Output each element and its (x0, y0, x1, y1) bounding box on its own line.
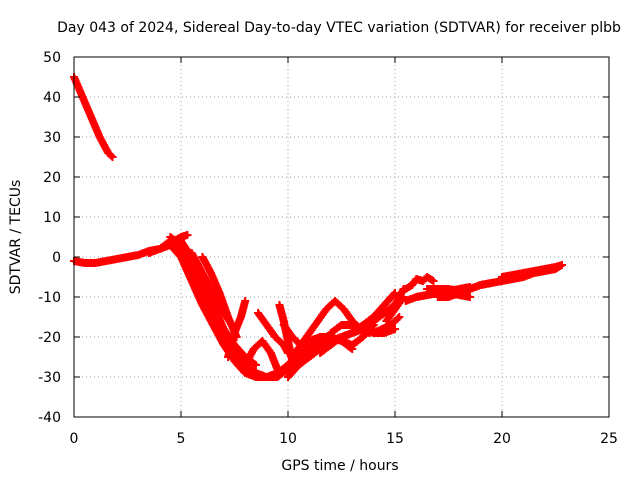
data-point (393, 314, 402, 323)
x-tick-label: 15 (386, 431, 404, 447)
data-series-arc-13 (288, 297, 374, 361)
x-tick-label: 5 (177, 431, 186, 447)
y-axis-label: SDTVAR / TECUs (8, 180, 24, 295)
data-point (465, 293, 474, 301)
y-tick-label: -30 (38, 370, 61, 386)
points-layer (70, 73, 566, 381)
data-series-early-descent (70, 73, 117, 161)
data-series-arc-7 (224, 297, 250, 361)
y-tick-label: 30 (43, 130, 61, 146)
data-point (108, 153, 117, 161)
data-point (107, 151, 116, 160)
data-point (395, 313, 404, 321)
data-point (391, 325, 399, 333)
y-tick-label: 40 (43, 90, 61, 106)
data-series-arc-17 (369, 313, 404, 337)
y-tick-label: -40 (38, 410, 61, 426)
x-tick-label: 20 (493, 431, 511, 447)
chart-title: Day 043 of 2024, Sidereal Day-to-day VTE… (57, 20, 621, 36)
data-point (273, 365, 282, 373)
data-series-arc-19 (401, 273, 438, 293)
y-tick-label: -10 (38, 290, 61, 306)
y-tick-label: 20 (43, 170, 61, 186)
data-point (389, 290, 398, 299)
plot-frame (73, 56, 610, 418)
data-point (557, 261, 566, 269)
x-axis-label: GPS time / hours (281, 458, 398, 474)
y-tick-label: 0 (52, 250, 61, 266)
ticks-layer: 0 5 10 15 20 25 -40 -30 -20 -10 0 10 20 30 40 50 (38, 50, 618, 447)
y-tick-label: 10 (43, 210, 61, 226)
data-series-arc-25 (498, 261, 566, 285)
data-point (250, 359, 259, 368)
data-series-arc-18 (382, 293, 408, 325)
data-point (429, 277, 438, 285)
data-point (183, 231, 192, 239)
data-series-arc-8 (241, 337, 282, 373)
data-series-arc-9 (254, 309, 292, 357)
x-tick-label: 0 (70, 431, 79, 447)
grid-layer (74, 57, 609, 417)
x-tick-label: 10 (279, 431, 297, 447)
y-tick-label: -20 (38, 330, 61, 346)
data-point (251, 361, 260, 369)
x-tick-label: 25 (600, 431, 618, 447)
y-tick-label: 50 (43, 50, 61, 66)
data-point (241, 297, 250, 305)
